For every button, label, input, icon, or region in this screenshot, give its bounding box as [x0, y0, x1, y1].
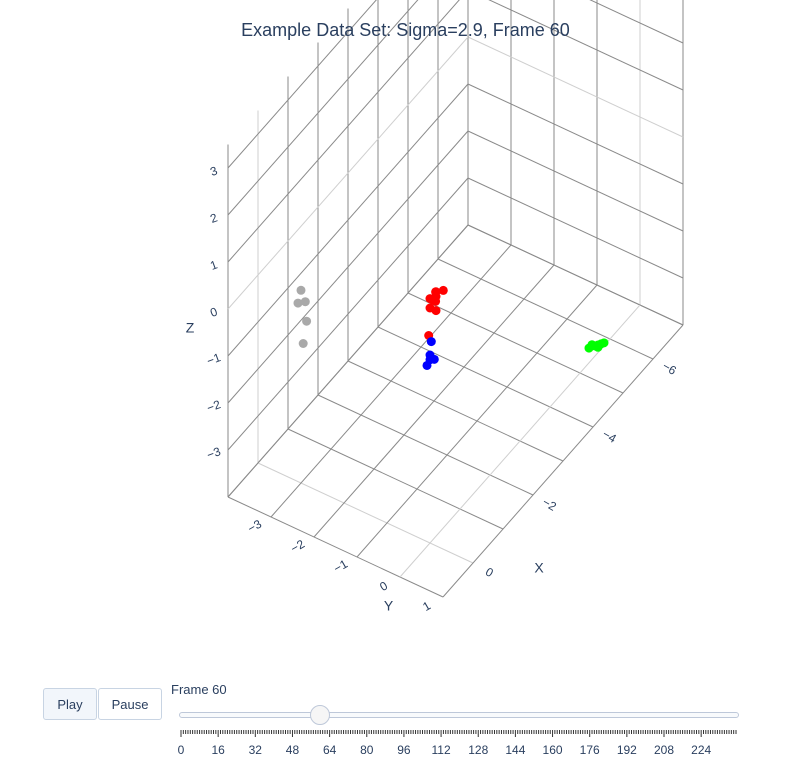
data-point [422, 360, 432, 370]
frame-slider-track[interactable] [179, 712, 739, 718]
slider-current-value: Frame 60 [171, 682, 227, 697]
grid-line [227, 0, 419, 216]
slider-tick-label: 176 [580, 743, 600, 757]
pause-button[interactable]: Pause [98, 688, 162, 720]
y-tick-label: 1 [420, 598, 433, 614]
slider-tick-label: 112 [432, 743, 451, 757]
x-tick-label: −4 [600, 427, 619, 446]
grid-line [227, 36, 469, 310]
grid-line [356, 284, 598, 558]
grid-line [257, 462, 474, 564]
frame-slider-handle[interactable] [310, 705, 331, 725]
slider-tick-label: 128 [468, 743, 488, 757]
slider-tick-label: 80 [360, 743, 374, 757]
z-tick-label: 2 [208, 210, 219, 226]
grid-line [227, 0, 377, 169]
grid-line [227, 0, 460, 263]
grid-line [467, 130, 684, 232]
data-point [438, 285, 448, 295]
z-tick-label: 3 [208, 163, 219, 179]
grid-line [227, 496, 444, 598]
play-button[interactable]: Play [43, 688, 97, 720]
slider-tick-label: 16 [211, 743, 225, 757]
grid-line [407, 292, 624, 394]
data-point [293, 298, 303, 308]
data-point [426, 337, 436, 347]
grid-line [442, 324, 684, 598]
grid-line [437, 258, 654, 360]
grid-line [347, 360, 564, 462]
data-point [298, 339, 308, 348]
grid-line [313, 264, 555, 538]
grid-line [467, 177, 684, 279]
slider-ticks: 0 16 32 48 64 80 96 112 128 144 160 176 192 208 224 [178, 730, 737, 757]
data-point [599, 338, 609, 348]
grid-line [227, 224, 469, 498]
data-point [300, 297, 310, 307]
y-tick-label: 0 [377, 578, 390, 594]
y-tick-label: −1 [331, 557, 350, 576]
grid-line [377, 326, 594, 428]
z-tick-label: 1 [208, 257, 219, 273]
chart-title: Example Data Set: Sigma=2.9, Frame 60 [241, 20, 570, 40]
slider-tick-label: 64 [323, 743, 337, 757]
data-point [431, 306, 441, 316]
grid-line [317, 394, 534, 496]
slider-tick-label: 0 [178, 743, 185, 757]
slider-tick-label: 160 [543, 743, 563, 757]
grid-line [270, 244, 512, 518]
slider-tick-label: 32 [249, 743, 263, 757]
slider-tick-label: 224 [691, 743, 711, 757]
z-tick-label: −2 [205, 397, 223, 415]
data-points [293, 285, 609, 370]
z-tick-label: −3 [205, 444, 223, 462]
grid-line [227, 177, 469, 451]
grid-line [287, 428, 504, 530]
y-tick-label: −3 [245, 517, 264, 536]
z-tick-label: 0 [208, 304, 219, 320]
grid-line [467, 36, 684, 138]
z-axis-title: Z [186, 320, 195, 336]
grid-line [589, 0, 684, 44]
slider-tick-label: 208 [654, 743, 674, 757]
slider-tick-label: 144 [505, 743, 525, 757]
data-point [428, 295, 438, 305]
y-axis-title: Y [384, 598, 394, 614]
data-point [296, 285, 306, 295]
data-point [302, 316, 312, 326]
grid-line [488, 0, 684, 91]
grid-line [467, 83, 684, 185]
grid-lines [227, 0, 684, 598]
grid-line [467, 224, 684, 326]
slider-tick-label: 96 [397, 743, 411, 757]
y-tick-label: −2 [288, 537, 307, 556]
z-tick-label: −1 [205, 350, 223, 368]
slider-tick-label: 48 [286, 743, 300, 757]
grid-line [227, 83, 469, 357]
x-tick-label: 0 [483, 565, 496, 581]
x-tick-label: −2 [540, 495, 559, 514]
grid-line [227, 130, 469, 404]
x-tick-label: −6 [660, 359, 679, 378]
data-point [429, 354, 439, 364]
slider-tick-label: 192 [617, 743, 637, 757]
x-axis-title: X [534, 559, 544, 575]
